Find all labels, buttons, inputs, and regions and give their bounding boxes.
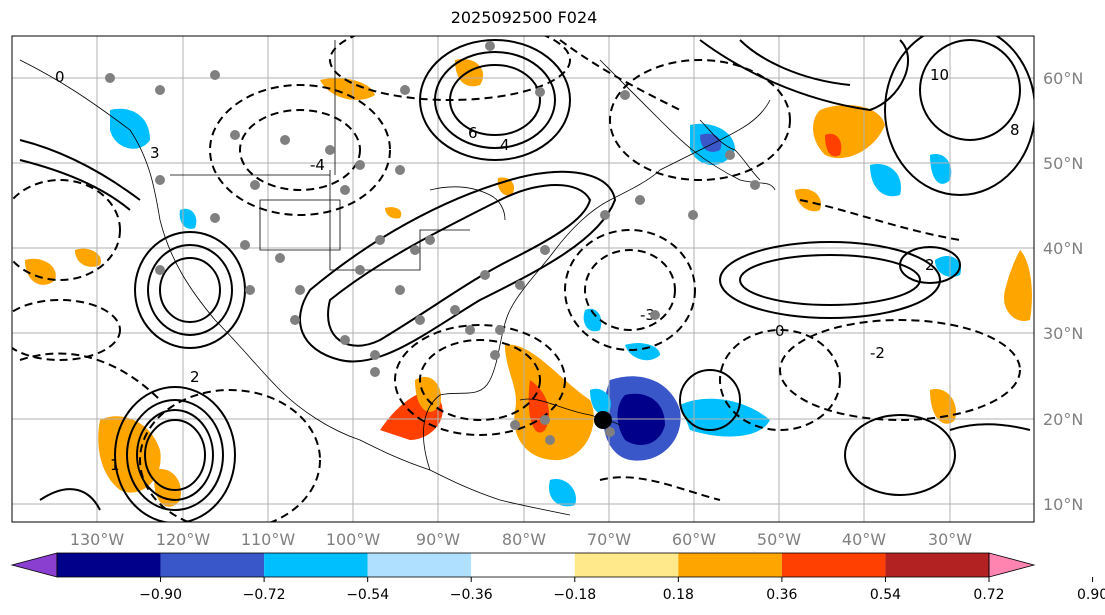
contours-dashed [12,36,1021,522]
colorbar-tick-label: −0.18 [553,587,596,603]
colorbar-segment [264,553,368,577]
map-title: 2025092500 F024 [450,8,598,27]
latitude-labels: 60°N 50°N 40°N 30°N 20°N 10°N [1043,69,1083,514]
colorbar-tick-label: 0.90 [1077,587,1105,603]
contour-label: -4 [310,156,325,174]
colorbar-tick-label: 0.18 [663,587,694,603]
lat-label: 50°N [1043,154,1083,173]
contour-label: 2 [190,368,200,386]
coastlines [19,40,776,516]
contours-solid [19,36,1034,522]
lon-label: 40°W [842,530,886,549]
colorbar-segment [574,553,679,577]
lat-label: 30°N [1043,324,1083,343]
contour-label: 4 [500,136,510,154]
colorbar-segment [57,553,161,577]
contour-label: 0 [775,322,785,340]
colorbar-outline [56,552,990,578]
colorbar-segment [781,553,886,577]
contour-label: 2 [925,256,935,274]
map-panel: 0 2 4 6 8 10 -2 -4 -3 1 3 2 0 [12,36,1034,522]
contour-label: 0 [55,68,65,86]
lon-label: 90°W [416,530,460,549]
colorbar-tick-label: −0.54 [346,587,389,603]
contour-label: -2 [870,344,885,362]
lon-label: 50°W [757,530,801,549]
contour-label: 8 [1010,121,1020,139]
contour-label: 3 [150,144,160,162]
colorbar-tick-label: −0.36 [450,587,493,603]
lon-label: 80°W [502,530,546,549]
lat-label: 40°N [1043,239,1083,258]
colorbar-segment [885,553,989,577]
lon-label: 120°W [156,530,211,549]
contour-labels: 0 2 4 6 8 10 -2 -4 -3 1 3 2 0 [55,66,1020,474]
lon-label: 60°W [672,530,716,549]
lat-label: 10°N [1043,495,1083,514]
colorbar-extend-high [988,552,1036,578]
lon-label: 30°W [928,530,972,549]
lon-label: 110°W [241,530,296,549]
contour-label: 1 [110,456,120,474]
colorbar-tick-label: 0.36 [766,587,797,603]
colorbar-tick-label: 0.54 [870,587,901,603]
lon-label: 100°W [326,530,381,549]
lat-label: 20°N [1043,410,1083,429]
map-frame [11,35,1035,523]
lat-label: 60°N [1043,69,1083,88]
colorbar-tick-label: −0.90 [139,587,182,603]
station-markers [105,41,760,445]
longitude-labels: 130°W 120°W 110°W 100°W 90°W 80°W 70°W 6… [70,530,972,549]
contour-label: -3 [640,306,655,324]
lon-label: 130°W [70,530,125,549]
colorbar-tick-label: 0.72 [973,587,1004,603]
colorbar-segment [678,553,782,577]
colorbar-segment [160,553,265,577]
contour-label: 10 [930,66,949,84]
colorbar: −0.90 −0.72 −0.54 −0.36 −0.18 0.18 0.36 0.54 0.7… [10,552,1105,603]
storm-marker [594,411,612,429]
lon-label: 70°W [587,530,631,549]
colorbar-extend-low [10,552,58,578]
colorbar-tick-label: −0.72 [243,587,286,603]
colorbar-segment [367,553,472,577]
colorbar-segment [471,553,575,577]
contour-label: 6 [468,124,478,142]
